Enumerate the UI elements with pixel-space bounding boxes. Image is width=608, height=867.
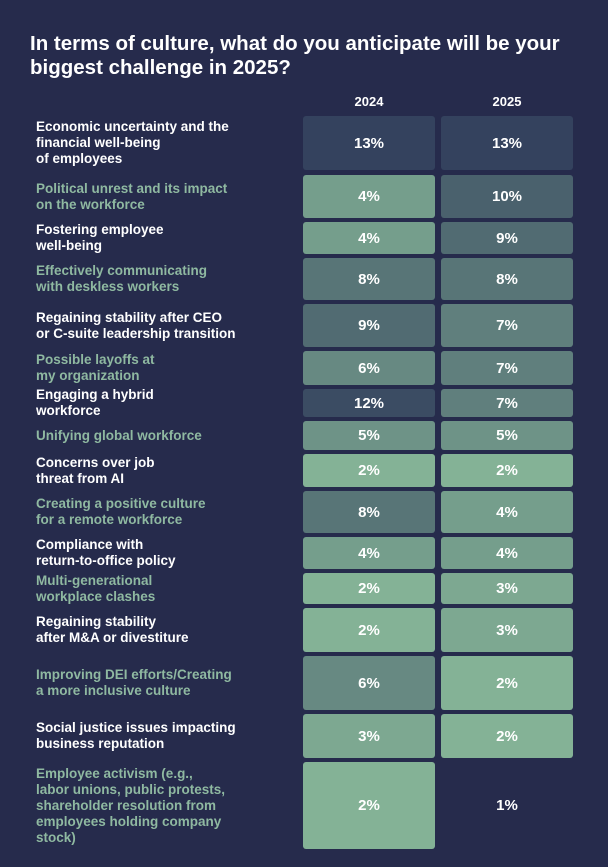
cell-2025: 3% (441, 608, 573, 652)
row-label: Creating a positive culture for a remote … (36, 491, 266, 533)
row-label-line: Regaining stability (36, 614, 157, 629)
row-label-line: workplace clashes (36, 588, 156, 604)
row-label: Compliance with return-to-office policy (36, 537, 266, 569)
row-label: Social justice issues impacting business … (36, 714, 266, 758)
row-label-line: on the workforce (36, 196, 145, 212)
row-label-line: labor unions, public protests, (36, 781, 226, 797)
column-header-2025: 2025 (492, 94, 522, 109)
row-label-line: threat from AI (36, 470, 125, 486)
cell-2025: 2% (441, 656, 573, 710)
cell-2024: 12% (303, 389, 435, 417)
row-label-line: Concerns over job (36, 454, 155, 470)
cell-2025: 3% (441, 573, 573, 604)
cell-2024: 4% (303, 175, 435, 218)
row-label-line: or C-suite leadership transition (36, 325, 236, 341)
row-label: Regaining stability after CEO or C-suite … (36, 304, 266, 347)
cell-2025: 7% (441, 304, 573, 347)
row-label: Political unrest and its impact on the wo… (36, 175, 266, 218)
row-label-line: after M&A or divestiture (36, 630, 189, 645)
row-label: Unifying global workforce (36, 421, 266, 450)
row-label-line: shareholder resolution from (36, 797, 217, 813)
cell-2025: 13% (441, 116, 573, 170)
row-label-line: Fostering employee (36, 222, 164, 237)
cell-2025: 2% (441, 714, 573, 758)
row-label-line: Compliance with (36, 537, 144, 552)
cell-2025: 7% (441, 351, 573, 385)
cell-2024: 6% (303, 351, 435, 385)
row-label-line: well-being (36, 238, 103, 253)
row-label-line: Possible layoffs at (36, 352, 155, 367)
row-label-line: my organization (36, 368, 140, 383)
row-label: Economic uncertainty and the financial we… (36, 116, 266, 170)
row-label-line: Regaining stability after CEO (36, 309, 223, 325)
row-label: Concerns over job threat from AI (36, 454, 266, 487)
cell-2025: 9% (441, 222, 573, 254)
cell-2024: 3% (303, 714, 435, 758)
row-label-line: Engaging a hybrid (36, 387, 154, 402)
cell-2024: 2% (303, 762, 435, 849)
row-label-line: a more inclusive culture (36, 683, 191, 698)
row-label-line: financial well-being (36, 135, 161, 150)
cell-2024: 2% (303, 454, 435, 487)
row-label-line: Improving DEI efforts/Creating (36, 667, 232, 682)
row-label: Improving DEI efforts/Creating a more inc… (36, 656, 266, 710)
cell-2025: 2% (441, 454, 573, 487)
cell-2024: 4% (303, 222, 435, 254)
cell-2025: 7% (441, 389, 573, 417)
row-label-line: return-to-office policy (36, 553, 176, 568)
cell-2025: 4% (441, 537, 573, 569)
row-label: Possible layoffs at my organization (36, 351, 266, 385)
row-label: Regaining stability after M&A or divestit… (36, 608, 266, 652)
row-label-line: workforce (36, 403, 101, 418)
cell-2025: 10% (441, 175, 573, 218)
row-label-line: Social justice issues impacting (36, 720, 236, 735)
row-label-line: Multi-generational (36, 572, 153, 588)
row-label-line: for a remote workforce (36, 512, 183, 527)
cell-2025: 5% (441, 421, 573, 450)
cell-2025: 1% (496, 797, 518, 814)
row-label-line: Political unrest and its impact (36, 180, 228, 196)
chart-title: In terms of culture, what do you anticip… (30, 32, 560, 79)
row-label-line: Creating a positive culture (36, 496, 206, 511)
column-header-2024: 2024 (354, 94, 384, 109)
cell-2024: 13% (303, 116, 435, 170)
cell-2025: 4% (441, 491, 573, 533)
cell-2024: 2% (303, 573, 435, 604)
row-label-line: employees holding company (36, 813, 222, 829)
row-label: Effectively communicating with deskless w… (36, 258, 266, 300)
row-label-line: Employee activism (e.g., (36, 765, 193, 781)
row-label-line: business reputation (36, 736, 165, 751)
row-label-line: Effectively communicating (36, 263, 208, 278)
row-label-line: Unifying global workforce (36, 427, 202, 443)
cell-2024: 8% (303, 491, 435, 533)
row-label-line: with deskless workers (36, 279, 180, 294)
row-label-line: Economic uncertainty and the (36, 119, 229, 134)
row-label: Employee activism (e.g., labor unions, pu… (36, 762, 266, 849)
row-label: Engaging a hybrid workforce (36, 387, 266, 418)
cell-2024: 9% (303, 304, 435, 347)
cell-2024: 5% (303, 421, 435, 450)
row-label: Multi-generational workplace clashes (36, 573, 266, 604)
row-label: Fostering employee well-being (36, 222, 266, 254)
cell-2025: 8% (441, 258, 573, 300)
row-label-line: stock) (36, 829, 76, 845)
cell-2024: 4% (303, 537, 435, 569)
cell-2024: 8% (303, 258, 435, 300)
cell-2024: 2% (303, 608, 435, 652)
cell-2024: 6% (303, 656, 435, 710)
row-label-line: of employees (36, 151, 123, 166)
